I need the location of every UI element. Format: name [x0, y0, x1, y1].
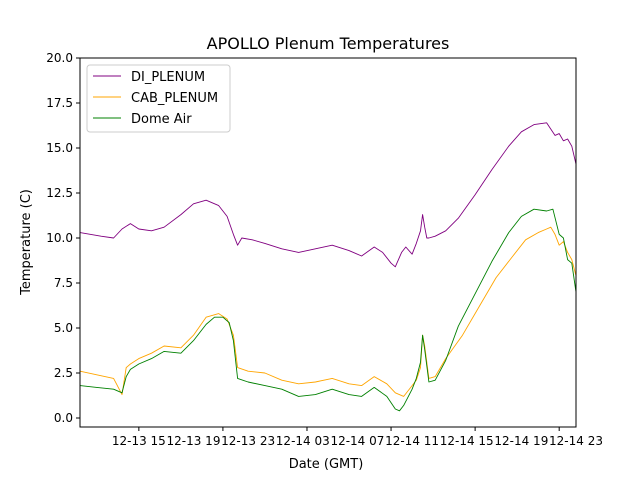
- chart-title: APOLLO Plenum Temperatures: [207, 34, 450, 53]
- x-tick-label: 12-14 03: [276, 434, 330, 448]
- x-tick-label: 12-14 19: [494, 434, 548, 448]
- legend-box: [86, 64, 231, 133]
- y-tick-label: 12.5: [46, 186, 73, 200]
- legend-entry-label: CAB_PLENUM: [131, 91, 218, 106]
- x-tick-label: 12-13 15: [112, 434, 166, 448]
- y-axis-label: Temperature (C): [19, 189, 34, 296]
- y-tick-label: 17.5: [46, 96, 73, 110]
- x-axis-ticks: 12-13 15 12-13 19 12-13 23 12-14 03 12-14 07…: [112, 427, 603, 448]
- y-tick-label: 20.0: [46, 51, 73, 65]
- series-layer: [80, 122, 576, 412]
- y-tick-label: 5.0: [54, 321, 73, 335]
- y-tick-label: 15.0: [46, 141, 73, 155]
- series-line-di-plenum: [80, 122, 576, 268]
- plot-area-frame: [79, 57, 577, 428]
- x-tick-label: 12-14 23: [549, 434, 603, 448]
- y-tick-label: 0.0: [54, 411, 73, 425]
- series-line-dome-air: [80, 208, 576, 412]
- x-axis-label: Date (GMT): [289, 457, 364, 472]
- y-axis-ticks: 0.0 2.5 5.0 7.5 10.0 12.5 15.0 17.5 20.0: [46, 51, 80, 425]
- y-tick-label: 7.5: [54, 276, 73, 290]
- x-tick-label: 12-13 23: [221, 434, 275, 448]
- legend-entry-label: Dome Air: [131, 112, 192, 127]
- x-tick-label: 12-14 11: [385, 434, 439, 448]
- y-tick-label: 2.5: [54, 366, 73, 380]
- legend-entry-label: DI_PLENUM: [131, 70, 205, 85]
- x-tick-label: 12-13 19: [167, 434, 221, 448]
- y-tick-label: 10.0: [46, 231, 73, 245]
- x-tick-label: 12-14 07: [330, 434, 384, 448]
- series-line-cab-plenum: [80, 226, 576, 397]
- x-tick-label: 12-14 15: [440, 434, 494, 448]
- legend: DI_PLENUM CAB_PLENUM Dome Air: [86, 64, 231, 133]
